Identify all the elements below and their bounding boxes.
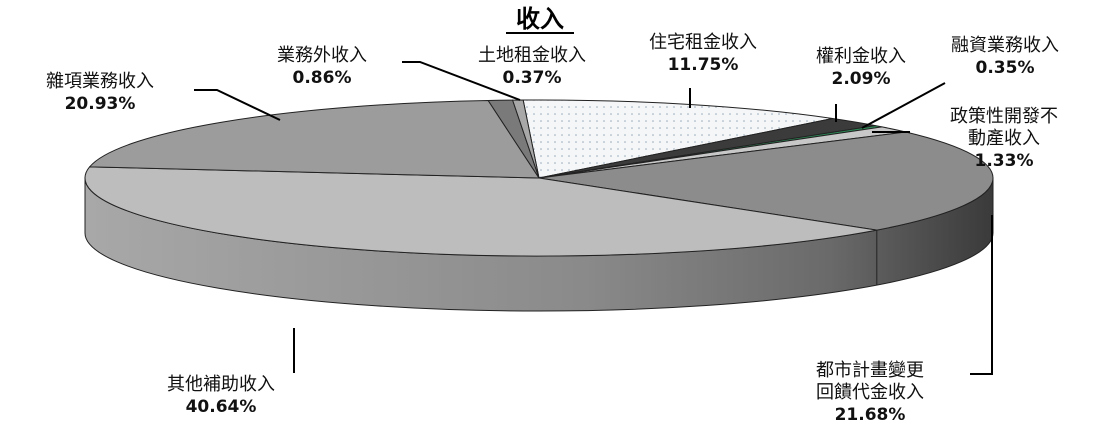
leader-line-5 (970, 215, 993, 375)
slice-value-4: 1.33% (975, 151, 1034, 171)
slice-label-7: 雜項業務收入 (46, 71, 154, 92)
leader-line-8 (402, 61, 521, 101)
slice-value-3: 0.35% (976, 58, 1035, 78)
slice-value-6: 40.64% (186, 397, 257, 417)
pie-slice-1 (522, 99, 833, 179)
slice-label-9: 土地租金收入 (478, 45, 586, 66)
slice-label-4: 動產收入 (968, 128, 1040, 149)
slice-label-6: 其他補助收入 (167, 374, 275, 395)
slice-value-2: 2.09% (832, 69, 891, 89)
leader-line-3 (861, 82, 946, 129)
slice-value-9: 0.37% (503, 68, 562, 88)
slice-label-3: 融資業務收入 (951, 35, 1059, 56)
slice-value-1: 11.75% (668, 55, 739, 75)
slice-label-4: 政策性開發不 (950, 106, 1058, 127)
chart-title: 收入 (516, 5, 564, 33)
slice-label-1: 住宅租金收入 (649, 32, 757, 53)
slice-value-7: 20.93% (65, 94, 136, 114)
slice-label-5: 都市計畫變更 (816, 360, 924, 381)
slice-label-2: 權利金收入 (816, 46, 906, 67)
slice-label-8: 業務外收入 (277, 45, 367, 66)
leader-line-7 (194, 89, 281, 121)
pie-slice-7 (88, 99, 540, 179)
pie-slice-6 (84, 166, 877, 257)
pie-slice-5 (538, 131, 994, 231)
slice-label-5: 回饋代金收入 (816, 382, 924, 403)
slice-value-5: 21.68% (835, 405, 906, 425)
slice-value-8: 0.86% (293, 68, 352, 88)
